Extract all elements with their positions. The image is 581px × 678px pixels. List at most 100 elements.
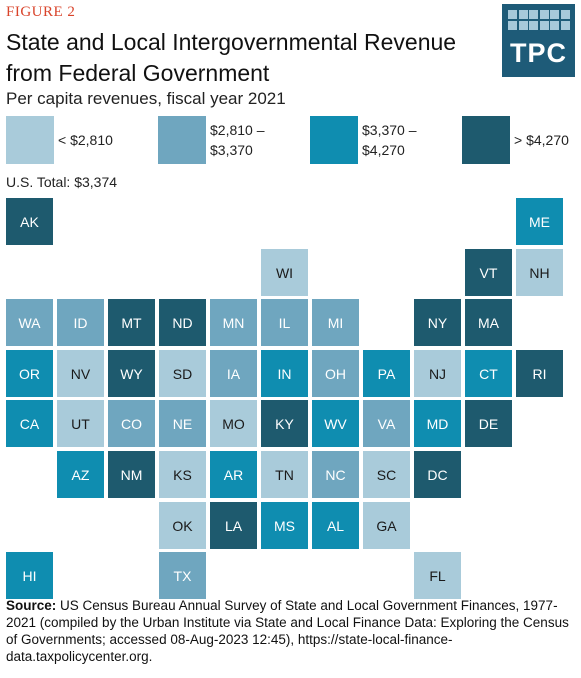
state-label: NC bbox=[325, 466, 346, 483]
state-label: OR bbox=[19, 365, 40, 382]
state-tile-mo: MO bbox=[210, 400, 257, 447]
state-label: ME bbox=[529, 213, 550, 230]
state-label: ND bbox=[172, 314, 193, 331]
state-label: WY bbox=[120, 365, 143, 382]
state-label: VA bbox=[377, 415, 396, 432]
state-tile-pa: PA bbox=[363, 350, 410, 397]
state-label: NM bbox=[120, 466, 143, 483]
legend-label-3-line2: $4,270 bbox=[362, 142, 405, 158]
state-tile-ri: RI bbox=[516, 350, 563, 397]
legend-label-4: > $4,270 bbox=[514, 132, 569, 148]
state-tile-ky: KY bbox=[261, 400, 308, 447]
state-label: OK bbox=[172, 517, 193, 534]
state-tile-ak: AK bbox=[6, 198, 53, 245]
state-tile-nm: NM bbox=[108, 451, 155, 498]
legend: < $2,810 $2,810 – $3,370 $3,370 – $4,270… bbox=[0, 116, 581, 168]
state-tile-wy: WY bbox=[108, 350, 155, 397]
state-tile-co: CO bbox=[108, 400, 155, 447]
state-label: NV bbox=[70, 365, 91, 382]
legend-swatch-1 bbox=[6, 116, 54, 164]
state-label: NE bbox=[172, 415, 193, 432]
legend-item-3: $3,370 – $4,270 bbox=[310, 116, 450, 164]
state-tile-nh: NH bbox=[516, 249, 563, 296]
state-tile-ny: NY bbox=[414, 299, 461, 346]
state-label: MI bbox=[327, 314, 344, 331]
state-tile-mt: MT bbox=[108, 299, 155, 346]
state-tile-id: ID bbox=[57, 299, 104, 346]
state-tile-hi: HI bbox=[6, 552, 53, 599]
state-label: OH bbox=[325, 365, 346, 382]
chart-subtitle: Per capita revenues, fiscal year 2021 bbox=[6, 89, 286, 108]
state-tile-me: ME bbox=[516, 198, 563, 245]
state-label: TN bbox=[275, 466, 294, 483]
legend-item-2: $2,810 – $3,370 bbox=[158, 116, 298, 164]
legend-label-2-line1: $2,810 – bbox=[210, 122, 265, 138]
legend-item-1: < $2,810 bbox=[6, 116, 146, 164]
source-label: Source: bbox=[6, 598, 57, 613]
state-label: CO bbox=[121, 415, 142, 432]
state-tile-map: AK ME WI VT NH WA ID MT ND MN IL MI NY MA OR NV WY SD IA IN… bbox=[6, 198, 563, 599]
state-label: WV bbox=[324, 415, 347, 432]
state-tile-mn: MN bbox=[210, 299, 257, 346]
legend-label-1: < $2,810 bbox=[58, 132, 113, 148]
state-tile-de: DE bbox=[465, 400, 512, 447]
logo-square bbox=[508, 20, 517, 30]
state-label: KY bbox=[275, 415, 294, 432]
state-tile-ks: KS bbox=[159, 451, 206, 498]
state-tile-la: LA bbox=[210, 502, 257, 549]
legend-label-3: $3,370 – $4,270 bbox=[362, 120, 417, 160]
state-label: AK bbox=[20, 213, 39, 230]
logo-square bbox=[529, 10, 538, 19]
state-tile-il: IL bbox=[261, 299, 308, 346]
state-tile-va: VA bbox=[363, 400, 410, 447]
state-tile-ar: AR bbox=[210, 451, 257, 498]
state-tile-ca: CA bbox=[6, 400, 53, 447]
state-tile-oh: OH bbox=[312, 350, 359, 397]
state-tile-md: MD bbox=[414, 400, 461, 447]
state-label: KS bbox=[173, 466, 192, 483]
legend-label-3-line1: $3,370 – bbox=[362, 122, 417, 138]
state-tile-ok: OK bbox=[159, 502, 206, 549]
state-label: LA bbox=[224, 517, 243, 534]
legend-item-4: > $4,270 bbox=[462, 116, 578, 164]
state-tile-sd: SD bbox=[159, 350, 206, 397]
state-tile-ne: NE bbox=[159, 400, 206, 447]
state-label: IN bbox=[277, 365, 292, 382]
state-tile-or: OR bbox=[6, 350, 53, 397]
logo-square bbox=[550, 20, 559, 30]
state-tile-in: IN bbox=[261, 350, 308, 397]
state-label: AZ bbox=[71, 466, 90, 483]
logo-text: TPC bbox=[510, 38, 567, 68]
state-label: AL bbox=[326, 517, 345, 534]
state-tile-ma: MA bbox=[465, 299, 512, 346]
state-tile-al: AL bbox=[312, 502, 359, 549]
state-tile-ga: GA bbox=[363, 502, 410, 549]
state-tile-tx: TX bbox=[159, 552, 206, 599]
logo-square bbox=[539, 10, 549, 19]
logo-square bbox=[560, 10, 570, 19]
state-label: GA bbox=[376, 517, 397, 534]
state-tile-ms: MS bbox=[261, 502, 308, 549]
us-total: U.S. Total: $3,374 bbox=[6, 174, 118, 190]
state-tile-nc: NC bbox=[312, 451, 359, 498]
state-label: WA bbox=[18, 314, 41, 331]
source-note: Source: US Census Bureau Annual Survey o… bbox=[6, 597, 576, 665]
state-label: ID bbox=[73, 314, 88, 331]
state-tile-fl: FL bbox=[414, 552, 461, 599]
state-label: MA bbox=[478, 314, 499, 331]
state-label: NY bbox=[427, 314, 448, 331]
state-tile-ut: UT bbox=[57, 400, 104, 447]
state-label: MN bbox=[222, 314, 245, 331]
state-tile-ia: IA bbox=[210, 350, 257, 397]
state-label: IA bbox=[226, 365, 241, 382]
state-tile-wv: WV bbox=[312, 400, 359, 447]
state-label: UT bbox=[71, 415, 90, 432]
state-label: RI bbox=[532, 365, 547, 382]
state-label: SC bbox=[376, 466, 397, 483]
state-label: NH bbox=[529, 264, 550, 281]
state-tile-wa: WA bbox=[6, 299, 53, 346]
state-tile-wi: WI bbox=[261, 249, 308, 296]
state-label: WI bbox=[275, 264, 294, 281]
logo-square bbox=[518, 10, 528, 19]
state-tile-az: AZ bbox=[57, 451, 104, 498]
